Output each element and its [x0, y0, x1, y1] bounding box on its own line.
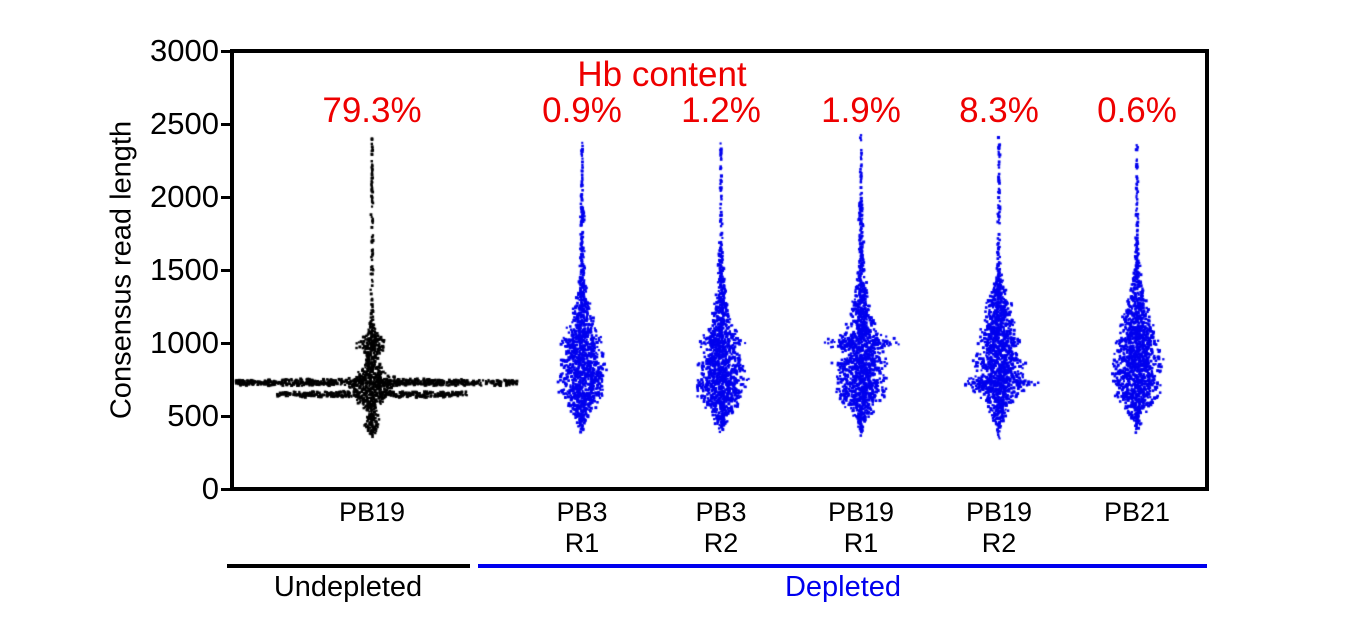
y-axis-tick-label: 0 — [201, 471, 219, 506]
condition-label-depleted: Depleted — [784, 571, 902, 603]
group-label: PB19 R2 — [965, 497, 1033, 558]
condition-label-undepleted: Undepleted — [273, 571, 423, 603]
y-axis-tick-mark — [221, 195, 230, 199]
group-label: PB3 R2 — [695, 497, 747, 558]
y-axis-tick-label: 3000 — [150, 33, 219, 68]
y-axis-tick-label: 2500 — [150, 106, 219, 141]
group-label: PB19 R1 — [827, 497, 895, 558]
y-axis-tick-label: 1000 — [150, 325, 219, 360]
hb-percent-label: 8.3% — [959, 91, 1039, 130]
plot-frame — [230, 49, 1209, 491]
group-label: PB21 — [1103, 497, 1171, 527]
y-axis-tick-mark — [221, 341, 230, 345]
group-label: PB3 R1 — [556, 497, 608, 558]
hb-percent-label: 0.6% — [1097, 91, 1177, 130]
group-label: PB19 — [338, 497, 406, 527]
y-axis-tick-label: 500 — [167, 398, 219, 433]
y-axis-tick-mark — [221, 122, 230, 126]
hb-percent-label: 79.3% — [322, 91, 422, 130]
hb-percent-label: 1.2% — [681, 91, 761, 130]
condition-underline-undepleted — [227, 564, 470, 568]
condition-underline-depleted — [478, 564, 1207, 568]
hb-percent-label: 0.9% — [542, 91, 622, 130]
y-axis-tick-mark — [221, 268, 230, 272]
hb-content-title: Hb content — [577, 55, 747, 94]
y-axis-tick-mark — [221, 414, 230, 418]
y-axis-tick-mark — [221, 487, 230, 491]
y-axis-tick-mark — [221, 49, 230, 53]
y-axis-tick-label: 2000 — [150, 179, 219, 214]
hb-percent-label: 1.9% — [821, 91, 901, 130]
y-axis-tick-label: 1500 — [150, 252, 219, 287]
